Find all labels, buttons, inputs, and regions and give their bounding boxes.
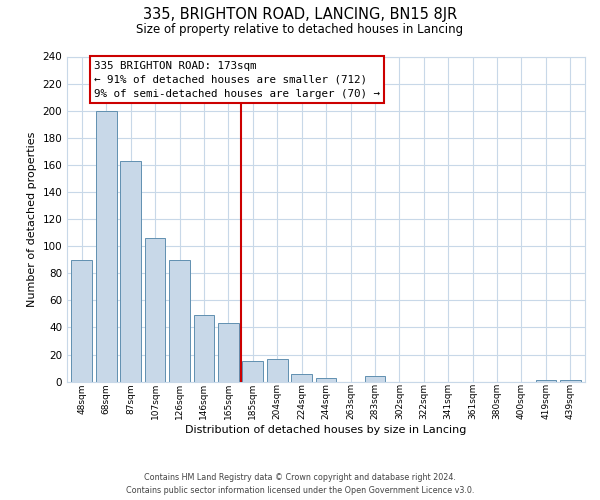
X-axis label: Distribution of detached houses by size in Lancing: Distribution of detached houses by size … [185,425,467,435]
Bar [365,376,385,382]
Text: Contains HM Land Registry data © Crown copyright and database right 2024.
Contai: Contains HM Land Registry data © Crown c… [126,474,474,495]
Text: 335, BRIGHTON ROAD, LANCING, BN15 8JR: 335, BRIGHTON ROAD, LANCING, BN15 8JR [143,8,457,22]
Bar [169,260,190,382]
Bar [291,374,312,382]
Bar [267,358,287,382]
Bar [242,362,263,382]
Bar [218,324,239,382]
Bar [536,380,556,382]
Bar [316,378,337,382]
Bar [145,238,166,382]
Text: Size of property relative to detached houses in Lancing: Size of property relative to detached ho… [136,22,464,36]
Bar [71,260,92,382]
Y-axis label: Number of detached properties: Number of detached properties [27,132,37,307]
Bar [120,161,141,382]
Text: 335 BRIGHTON ROAD: 173sqm
← 91% of detached houses are smaller (712)
9% of semi-: 335 BRIGHTON ROAD: 173sqm ← 91% of detac… [94,60,380,98]
Bar [560,380,581,382]
Bar [194,316,214,382]
Bar [96,110,116,382]
